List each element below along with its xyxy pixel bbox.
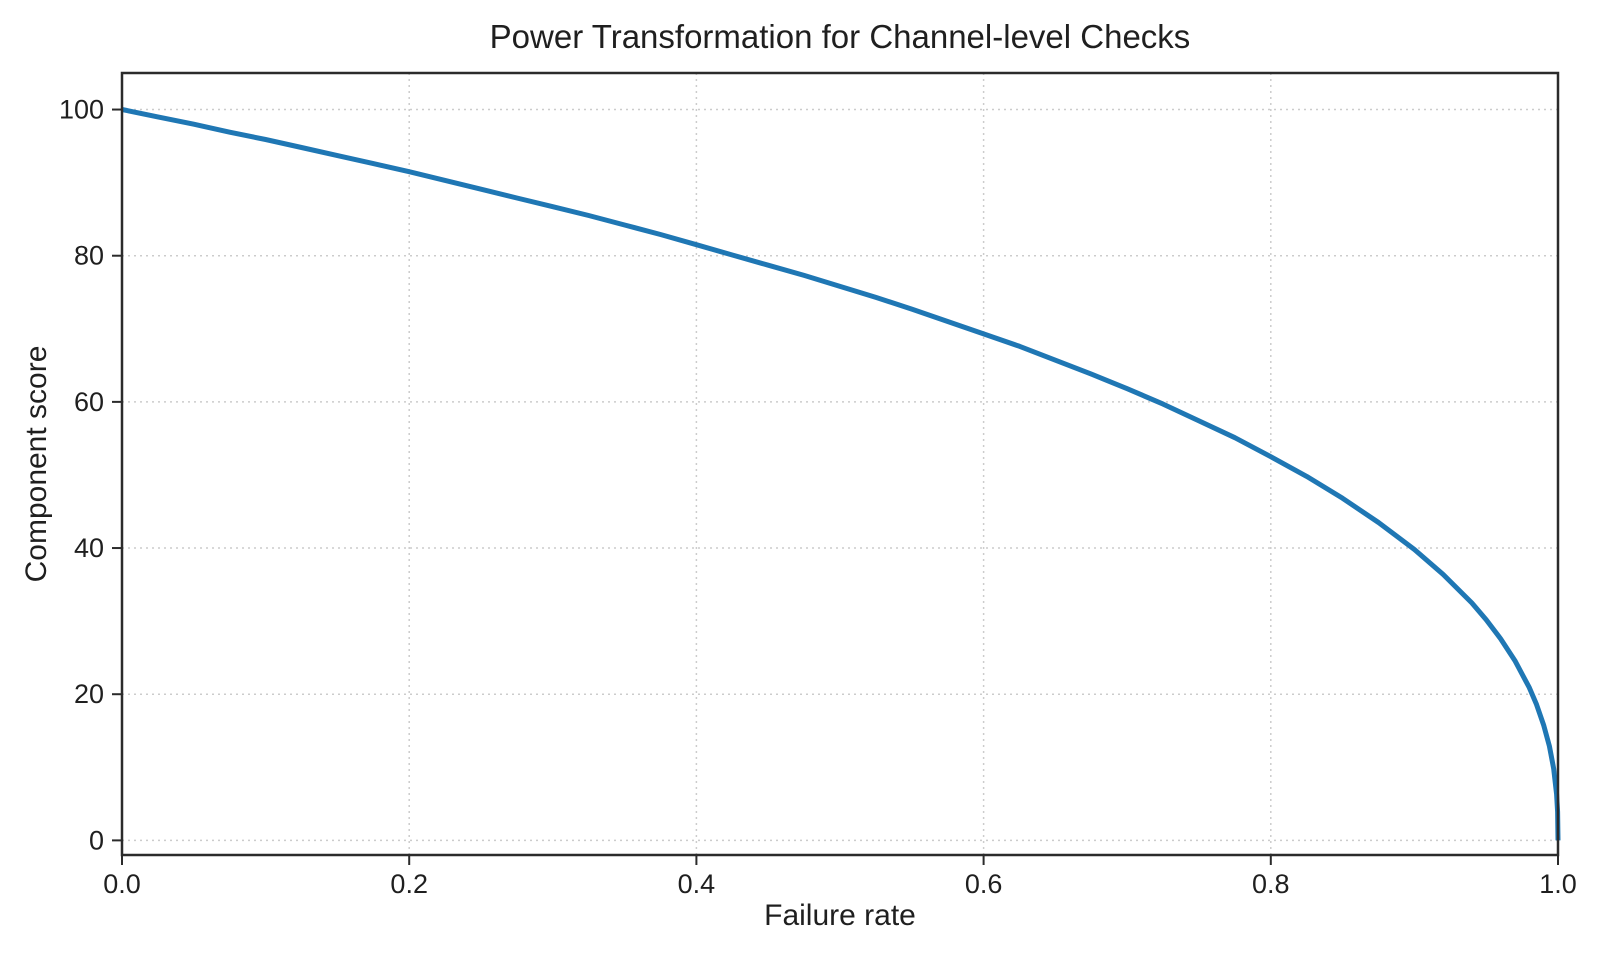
- x-axis-tick-labels: 0.0 0.2 0.4 0.6 0.8 1.0: [103, 869, 1577, 899]
- x-axis-label: Failure rate: [764, 899, 916, 932]
- x-tick-label: 1.0: [1539, 869, 1577, 899]
- plot-border: [120, 71, 1560, 857]
- y-axis-tick-labels: 0 20 40 60 80 100: [59, 95, 104, 856]
- data-curve: [121, 107, 1561, 841]
- y-tick-label: 100: [59, 95, 104, 125]
- chart-title: Power Transformation for Channel-level C…: [490, 18, 1191, 55]
- x-tick-label: 0.2: [390, 869, 428, 899]
- y-tick-label: 0: [89, 825, 104, 855]
- y-tick-label: 20: [74, 679, 104, 709]
- gridlines: [122, 73, 1558, 855]
- x-tick-label: 0.4: [678, 869, 716, 899]
- y-tick-label: 60: [74, 387, 104, 417]
- axis-ticks: [112, 108, 1559, 865]
- y-axis-label: Component score: [20, 346, 53, 583]
- x-tick-label: 0.0: [103, 869, 141, 899]
- x-tick-label: 0.8: [1252, 869, 1290, 899]
- x-tick-label: 0.6: [965, 869, 1003, 899]
- y-tick-label: 80: [74, 241, 104, 271]
- y-tick-label: 40: [74, 533, 104, 563]
